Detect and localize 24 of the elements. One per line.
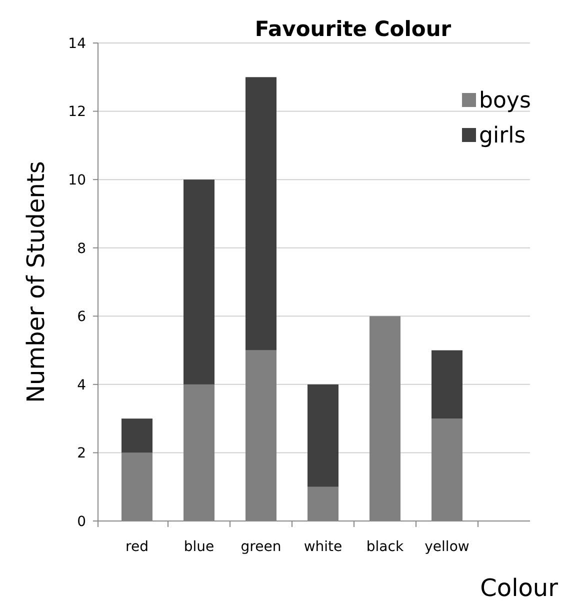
x-tick-label: black [366, 539, 404, 555]
y-tick-label: 14 [68, 36, 86, 52]
bar [432, 350, 462, 419]
bar [122, 418, 152, 453]
chart-title: Favourite Colour [254, 17, 452, 41]
y-axis-title: Number of Students [22, 161, 50, 403]
bar [308, 384, 338, 487]
y-tick-label: 12 [68, 104, 86, 120]
x-axis-title: Colour [480, 574, 558, 602]
legend-label: girls [479, 124, 526, 149]
y-tick-label: 10 [68, 172, 86, 188]
y-tick-label: 4 [77, 377, 86, 394]
x-tick-label: white [304, 539, 342, 555]
x-tick-label: yellow [424, 539, 470, 555]
x-tick-label: green [240, 539, 282, 555]
legend-label: boys [479, 88, 531, 114]
x-tick-label: red [126, 539, 148, 555]
bar [246, 77, 276, 350]
y-tick-label: 6 [77, 309, 86, 326]
x-tick-label: blue [184, 539, 214, 555]
y-tick-label: 8 [77, 240, 86, 257]
y-tick-label: 0 [77, 514, 86, 530]
y-tick-label: 2 [77, 446, 86, 462]
bar [184, 180, 214, 384]
